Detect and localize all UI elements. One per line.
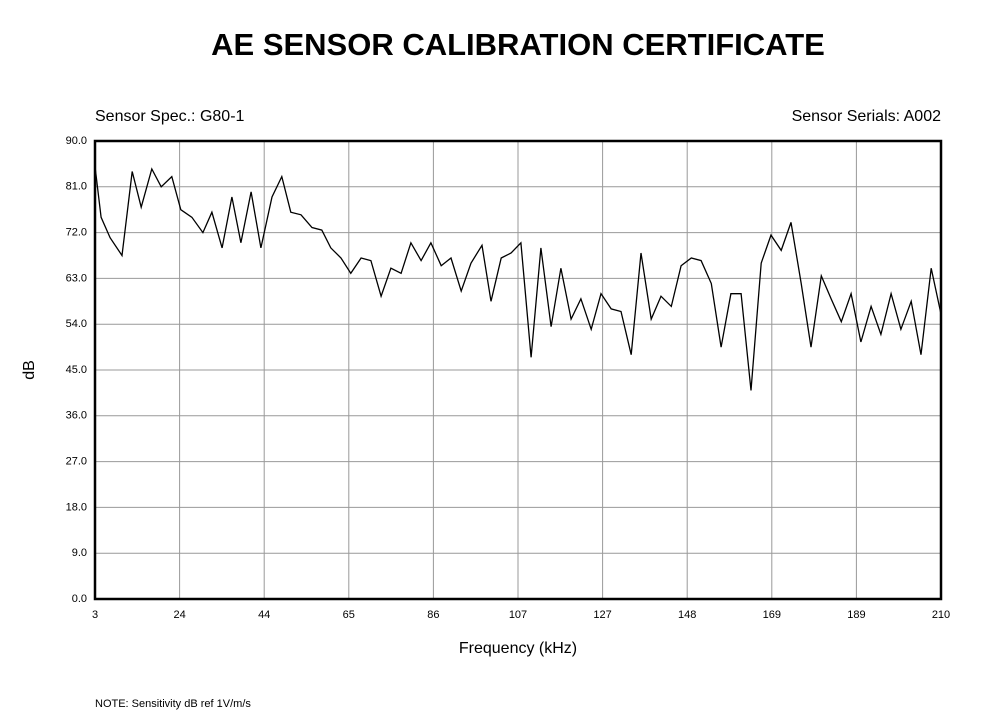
y-tick-label: 18.0 [66, 501, 87, 513]
y-tick-label: 9.0 [72, 547, 87, 559]
x-tick-label: 127 [593, 609, 611, 621]
x-tick-label: 148 [678, 609, 696, 621]
serials: Sensor Serials: A002 [792, 108, 942, 125]
spec: Sensor Spec.: G80-1 [95, 108, 245, 125]
x-tick-label: 3 [92, 609, 98, 621]
note: NOTE: Sensitivity dB ref 1V/m/s [95, 698, 251, 710]
y-tick-label: 45.0 [66, 364, 87, 376]
y-tick-label: 54.0 [66, 318, 87, 330]
y-tick-label: 0.0 [72, 593, 87, 605]
x-tick-label: 107 [509, 609, 527, 621]
x-axis-label: Frequency (kHz) [459, 640, 577, 657]
x-tick-label: 210 [932, 609, 950, 621]
x-tick-label: 65 [343, 609, 355, 621]
y-tick-label: 72.0 [66, 227, 87, 239]
x-tick-label: 189 [847, 609, 865, 621]
y-tick-label: 81.0 [66, 181, 87, 193]
x-tick-label: 86 [427, 609, 439, 621]
y-axis-label: dB [21, 360, 38, 380]
data-line [94, 166, 942, 391]
y-tick-label: 36.0 [66, 410, 87, 422]
x-tick-label: 24 [173, 609, 185, 621]
x-tick-label: 44 [258, 609, 270, 621]
plot-frame [93, 139, 943, 601]
y-tick-label: 63.0 [66, 272, 87, 284]
y-tick-label: 27.0 [66, 456, 87, 468]
title: AE SENSOR CALIBRATION CERTIFICATE [211, 27, 825, 62]
y-tick-label: 90.0 [66, 135, 87, 147]
x-tick-label: 169 [763, 609, 781, 621]
